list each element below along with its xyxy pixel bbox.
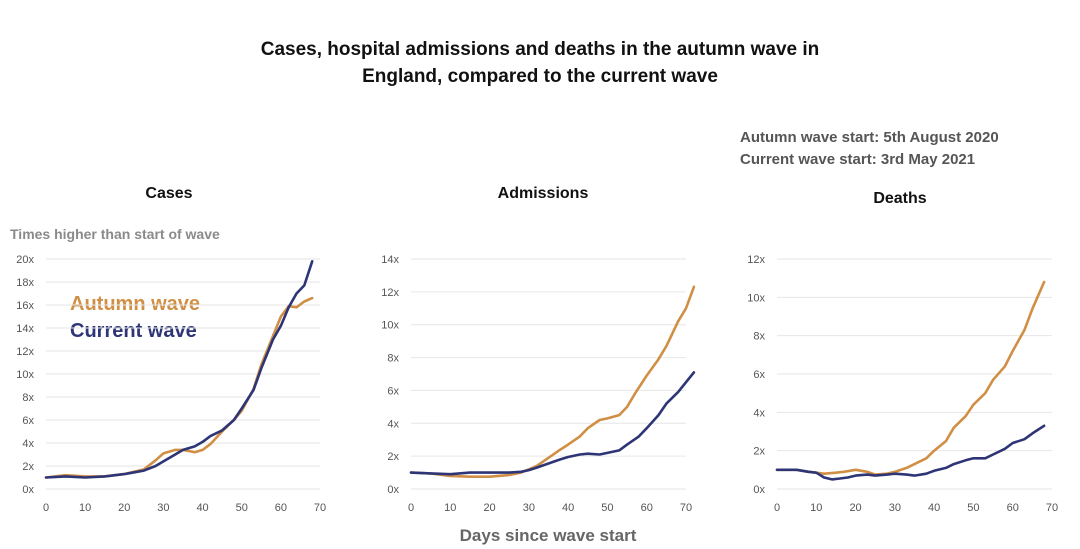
legend-autumn-wave: Autumn wave — [70, 293, 201, 315]
cases-y-tick-0: 0x — [22, 484, 34, 496]
admissions-y-tick-6: 6x — [387, 385, 399, 397]
y-axis-description: Times higher than start of wave — [10, 226, 220, 242]
admissions-y-tick-0: 0x — [387, 484, 399, 496]
admissions-current-wave-line — [409, 371, 696, 476]
cases-y-tick-20: 20x — [16, 254, 34, 266]
cases-x-tick-10: 10 — [79, 502, 91, 514]
deaths-x-tick-50: 50 — [967, 502, 979, 514]
deaths-x-tick-10: 10 — [810, 502, 822, 514]
legend: Autumn wave Current wave — [70, 291, 200, 345]
cases-x-tick-20: 20 — [118, 502, 130, 514]
chart-title-line-1: Cases, hospital admissions and deaths in… — [260, 39, 820, 60]
admissions-y-tick-14: 14x — [381, 254, 399, 266]
deaths-autumn-wave-line — [775, 280, 1046, 476]
deaths-x-tick-40: 40 — [928, 502, 940, 514]
admissions-y-tick-12: 12x — [381, 287, 399, 299]
cases-y-tick-10: 10x — [16, 369, 34, 381]
chart-title-line-2: England, compared to the current wave — [362, 66, 718, 87]
admissions-x-tick-0: 0 — [408, 502, 414, 514]
cases-y-tick-2: 2x — [22, 461, 34, 473]
admissions-x-tick-20: 20 — [483, 502, 495, 514]
admissions-y-tick-4: 4x — [387, 418, 399, 430]
autumn-wave-start: Autumn wave start: 5th August 2020 — [740, 129, 999, 146]
admissions-x-tick-70: 70 — [680, 502, 692, 514]
deaths-x-tick-20: 20 — [849, 502, 861, 514]
cases-x-tick-60: 60 — [275, 502, 287, 514]
admissions-autumn-wave-line — [409, 285, 696, 479]
admissions-panel-title: Admissions — [497, 185, 589, 202]
wave-start-info: Autumn wave start: 5th August 2020 Curre… — [740, 127, 999, 171]
admissions-x-tick-50: 50 — [601, 502, 613, 514]
cases-panel-title: Cases — [145, 185, 193, 202]
admissions-y-tick-2: 2x — [387, 451, 399, 463]
admissions-y-tick-10: 10x — [381, 320, 399, 332]
cases-y-tick-18: 18x — [16, 277, 34, 289]
cases-y-tick-14: 14x — [16, 323, 34, 335]
deaths-y-tick-0: 0x — [753, 484, 765, 496]
current-wave-start: Current wave start: 3rd May 2021 — [740, 151, 976, 168]
deaths-y-tick-4: 4x — [753, 407, 765, 419]
deaths-x-tick-60: 60 — [1007, 502, 1019, 514]
cases-x-tick-0: 0 — [43, 502, 49, 514]
cases-x-tick-50: 50 — [236, 502, 248, 514]
deaths-x-tick-70: 70 — [1046, 502, 1058, 514]
deaths-x-tick-0: 0 — [774, 502, 780, 514]
admissions-x-tick-40: 40 — [562, 502, 574, 514]
admissions-x-tick-60: 60 — [641, 502, 653, 514]
legend-current-wave: Current wave — [70, 320, 197, 342]
admissions-x-tick-30: 30 — [523, 502, 535, 514]
cases-x-tick-40: 40 — [196, 502, 208, 514]
cases-y-tick-16: 16x — [16, 300, 34, 312]
cases-x-tick-30: 30 — [157, 502, 169, 514]
deaths-y-tick-6: 6x — [753, 369, 765, 381]
deaths-y-tick-2: 2x — [753, 446, 765, 458]
deaths-y-tick-12: 12x — [747, 254, 765, 266]
deaths-y-tick-8: 8x — [753, 331, 765, 343]
cases-current-wave-line — [44, 259, 314, 479]
deaths-current-wave-line — [775, 424, 1046, 481]
deaths-y-tick-10: 10x — [747, 292, 765, 304]
cases-x-tick-70: 70 — [314, 502, 326, 514]
chart-title: Cases, hospital admissions and deaths in… — [0, 36, 1080, 90]
deaths-x-tick-30: 30 — [889, 502, 901, 514]
cases-y-tick-12: 12x — [16, 346, 34, 358]
x-axis-description: Days since wave start — [459, 526, 637, 545]
deaths-panel-title: Deaths — [873, 190, 927, 207]
cases-y-tick-6: 6x — [22, 415, 34, 427]
cases-y-tick-4: 4x — [22, 438, 34, 450]
admissions-x-tick-10: 10 — [444, 502, 456, 514]
cases-y-tick-8: 8x — [22, 392, 34, 404]
admissions-y-tick-8: 8x — [387, 353, 399, 365]
cases-autumn-wave-line — [44, 296, 314, 479]
